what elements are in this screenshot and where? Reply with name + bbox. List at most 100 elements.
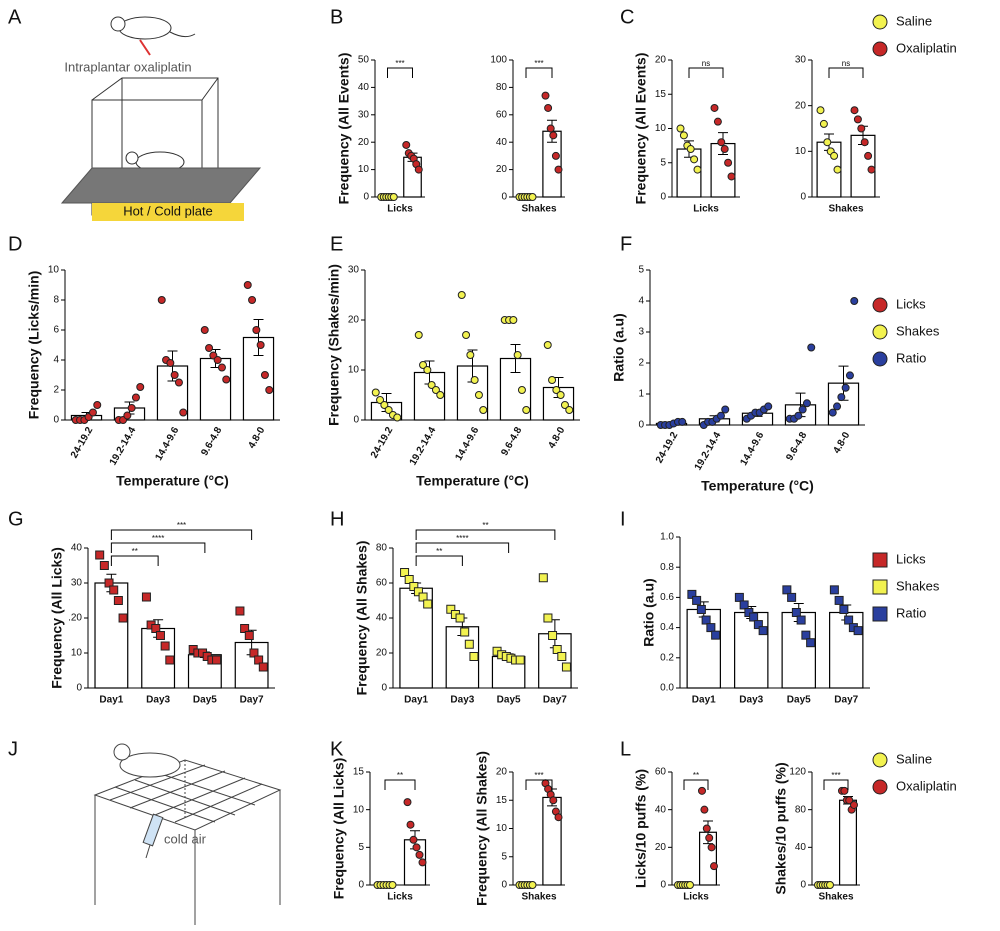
significance-label: ns xyxy=(842,59,850,68)
data-point xyxy=(676,124,685,133)
data-point xyxy=(690,155,699,164)
legend-marker xyxy=(872,606,888,622)
y-tick-label: 80 xyxy=(795,804,807,815)
data-point xyxy=(794,411,803,420)
data-point xyxy=(217,363,226,372)
y-tick-label: 20 xyxy=(358,137,370,148)
data-point xyxy=(388,881,397,889)
data-point xyxy=(700,805,709,814)
data-point xyxy=(560,401,569,409)
y-tick-label: 0 xyxy=(381,683,387,694)
data-point xyxy=(554,813,563,822)
data-point xyxy=(455,613,465,623)
legend-label: Licks xyxy=(896,296,926,311)
data-point xyxy=(796,615,806,625)
data-point xyxy=(716,411,725,420)
y-tick-label: 5 xyxy=(501,851,507,862)
significance-label: **** xyxy=(456,534,468,543)
data-point xyxy=(717,138,726,147)
y-tick-label: 50 xyxy=(358,55,370,66)
significance-bracket xyxy=(415,529,556,540)
data-point xyxy=(727,172,736,181)
y-tick-label: 4 xyxy=(638,296,644,307)
x-tick-label: 4.8-0 xyxy=(831,430,852,456)
data-point xyxy=(141,592,151,602)
y-tick-label: 15 xyxy=(496,795,508,806)
x-tick-label: Day7 xyxy=(240,695,264,706)
significance-label: *** xyxy=(395,59,404,68)
data-point xyxy=(720,145,729,154)
data-point xyxy=(686,145,695,154)
y-tick-label: 15 xyxy=(353,767,365,778)
significance-label: *** xyxy=(534,771,543,780)
x-tick-label: Day1 xyxy=(692,695,716,706)
data-point xyxy=(867,165,876,174)
x-axis-label: Licks xyxy=(683,892,709,903)
legend-marker xyxy=(872,14,888,30)
data-point xyxy=(436,391,445,399)
y-tick-label: 0.8 xyxy=(660,562,674,573)
data-point xyxy=(850,800,858,809)
y-axis-label: Frequency (Licks/min) xyxy=(26,271,42,420)
data-point xyxy=(554,165,563,174)
y-tick-label: 10 xyxy=(358,164,370,175)
data-point xyxy=(828,408,837,417)
y-axis-label: Frequency (Shakes/min) xyxy=(326,264,342,426)
error-bar xyxy=(510,344,521,373)
data-point xyxy=(212,655,222,665)
data-point xyxy=(565,406,574,414)
data-point xyxy=(402,140,411,149)
data-point xyxy=(400,568,410,577)
data-point xyxy=(845,796,854,805)
data-point xyxy=(457,291,466,299)
y-tick-label: 20 xyxy=(655,55,667,66)
y-tick-label: 6 xyxy=(53,325,59,336)
legend-label: Saline xyxy=(896,751,932,766)
y-axis-label: Frequency (All Shakes) xyxy=(354,541,370,696)
y-tick-label: 2 xyxy=(638,358,644,369)
data-point xyxy=(561,662,571,672)
data-point xyxy=(93,401,102,409)
y-tick-label: 4 xyxy=(53,355,59,366)
data-point xyxy=(816,106,825,115)
significance-bracket xyxy=(525,67,553,78)
y-tick-label: 1 xyxy=(638,389,644,400)
data-point xyxy=(528,193,537,201)
data-point xyxy=(418,592,428,602)
data-point xyxy=(131,393,140,402)
data-point xyxy=(371,388,380,397)
data-point xyxy=(721,405,730,414)
data-point xyxy=(384,406,393,414)
significance-label: *** xyxy=(534,59,543,68)
y-tick-label: 60 xyxy=(376,578,388,589)
x-axis-label: Licks xyxy=(693,204,719,215)
data-point xyxy=(118,613,128,623)
data-point xyxy=(548,376,557,384)
data-point xyxy=(460,627,470,637)
illustration-label: Hot / Cold plate xyxy=(123,203,213,218)
data-point xyxy=(414,331,423,339)
y-tick-label: 40 xyxy=(358,82,370,93)
data-point xyxy=(707,843,716,852)
data-point xyxy=(710,103,719,112)
illustration-label: cold air xyxy=(164,831,207,846)
y-tick-label: 60 xyxy=(655,767,667,778)
y-tick-label: 10 xyxy=(348,365,360,376)
y-tick-label: 40 xyxy=(71,543,83,554)
data-point xyxy=(205,344,214,352)
data-point xyxy=(513,351,522,359)
x-axis-label: Shakes xyxy=(521,892,556,903)
data-point xyxy=(446,604,456,614)
legend-marker xyxy=(872,552,888,568)
y-tick-label: 20 xyxy=(655,842,667,853)
x-tick-label: 19.2-14.4 xyxy=(408,425,439,467)
data-point xyxy=(543,341,552,349)
y-tick-label: 0.6 xyxy=(660,592,674,603)
illustration-label: Intraplantar oxaliplatin xyxy=(64,59,191,74)
data-point xyxy=(857,124,866,133)
y-tick-label: 20 xyxy=(795,100,807,111)
bar xyxy=(838,799,857,886)
y-tick-label: 0 xyxy=(53,415,59,426)
data-point xyxy=(791,608,801,617)
legend-label: Shakes xyxy=(896,323,940,338)
